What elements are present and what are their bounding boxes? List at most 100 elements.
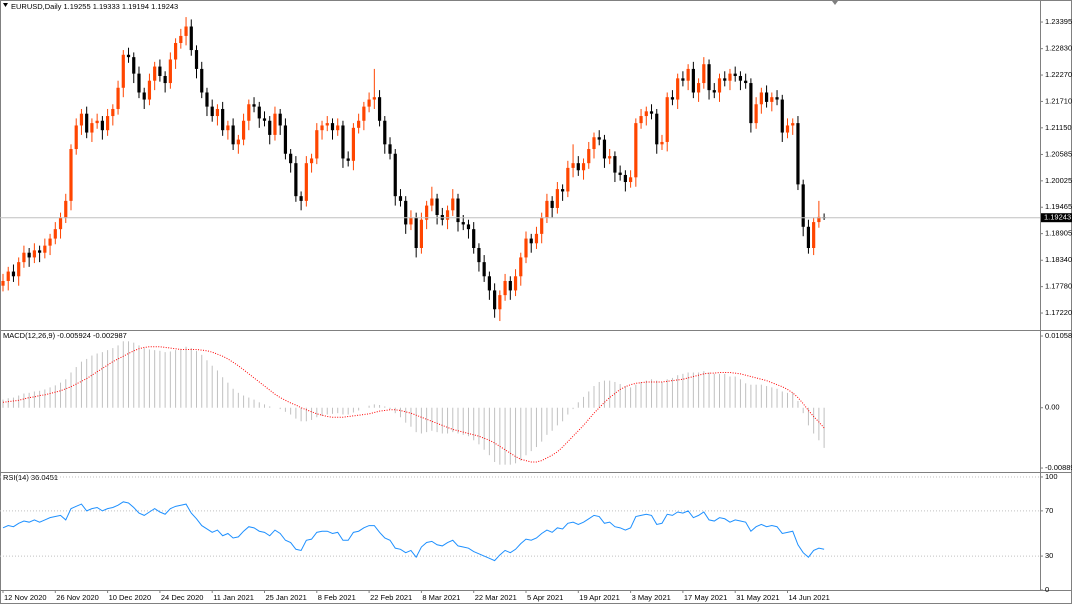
candle-body: [425, 205, 429, 220]
candle-body: [785, 125, 790, 133]
candle-body: [210, 106, 214, 117]
candle-body: [320, 125, 324, 131]
candle-body: [806, 226, 811, 248]
candle-body: [561, 189, 565, 192]
candle-body: [257, 106, 261, 119]
candle-body: [665, 97, 669, 142]
candle-body: [770, 97, 774, 102]
candle-body: [676, 78, 680, 100]
candle-body: [717, 78, 722, 93]
candle-body: [85, 113, 89, 133]
candle-body: [691, 68, 695, 93]
pane-title: MACD(12,26,9) -0.005924 -0.002987: [3, 331, 127, 340]
candle-body: [17, 262, 21, 277]
candle-body: [173, 43, 178, 60]
x-tick-label: 25 Jan 2021: [266, 593, 307, 602]
y-tick-label: 0.01058: [1045, 331, 1072, 340]
candle-body: [519, 257, 523, 277]
candle-body: [226, 125, 230, 131]
candle-body: [106, 116, 110, 131]
candle-body: [576, 163, 580, 171]
x-tick-label: 8 Mar 2021: [422, 593, 460, 602]
candle-body: [90, 123, 94, 133]
candle-body: [655, 113, 659, 145]
candle-body: [262, 118, 267, 121]
candle-body: [53, 229, 57, 239]
x-tick-label: 22 Feb 2021: [370, 593, 412, 602]
candle-body: [749, 83, 753, 124]
candle-body: [744, 80, 748, 84]
candle-body: [11, 271, 16, 277]
candle-body: [634, 123, 638, 178]
shift-marker: [832, 1, 838, 5]
candle-body: [780, 99, 784, 133]
current-price-label: 1.19243: [1044, 213, 1071, 222]
candle-body: [48, 238, 52, 246]
pane-title: EURUSD,Daily 1.19255 1.19333 1.19194 1.1…: [11, 2, 178, 11]
candle-body: [137, 73, 141, 93]
y-tick-label: 0.00: [1045, 403, 1060, 412]
candle-body: [74, 125, 78, 150]
candle-body: [153, 66, 157, 81]
candle-body: [404, 200, 408, 225]
candle-body: [252, 104, 256, 107]
candle-body: [764, 92, 769, 102]
candle-body: [587, 149, 591, 164]
candle-body: [540, 217, 544, 234]
candle-body: [477, 248, 481, 263]
candle-body: [639, 116, 643, 124]
candle-body: [775, 97, 779, 100]
candle-body: [22, 252, 26, 263]
y-tick-label: 1.21710: [1045, 96, 1072, 105]
x-tick-label: 26 Nov 2020: [56, 593, 99, 602]
signal-line: [2, 346, 825, 463]
y-tick-label: 70: [1045, 506, 1053, 515]
y-tick-label: 30: [1045, 551, 1053, 560]
candle-body: [670, 97, 675, 100]
candle-body: [184, 26, 188, 36]
candle-body: [372, 97, 376, 100]
y-tick-label: 1.19465: [1045, 202, 1072, 211]
x-tick-label: 22 Mar 2021: [475, 593, 517, 602]
candle-body: [550, 200, 554, 208]
candle-body: [58, 217, 63, 230]
candle-body: [482, 262, 486, 277]
candle-body: [754, 104, 758, 124]
candle-body: [712, 90, 716, 93]
candle-body: [623, 174, 627, 183]
x-tick-label: 31 May 2021: [736, 593, 779, 602]
y-tick-label: 1.20025: [1045, 176, 1072, 185]
candle-body: [592, 137, 596, 150]
candle-body: [330, 123, 335, 131]
candle-body: [503, 280, 507, 296]
candle-body: [304, 163, 308, 201]
candle-body: [268, 120, 272, 135]
y-tick-label: 1.17780: [1045, 282, 1072, 291]
candle-body: [38, 250, 42, 253]
candle-body: [649, 111, 654, 114]
x-tick-label: 10 Dec 2020: [109, 593, 152, 602]
x-tick-label: 5 Apr 2021: [527, 593, 563, 602]
x-tick-label: 8 Feb 2021: [318, 593, 356, 602]
x-tick-label: 12 Nov 2020: [4, 593, 47, 602]
candle-body: [388, 144, 392, 154]
candle-body: [383, 120, 387, 145]
candle-body: [629, 177, 633, 183]
candle-body: [513, 276, 518, 291]
candle-body: [812, 222, 816, 248]
candle-body: [121, 54, 125, 88]
candle-body: [466, 224, 471, 230]
x-tick-label: 24 Dec 2020: [161, 593, 204, 602]
y-tick-label: 1.17220: [1045, 308, 1072, 317]
y-tick-label: 1.22830: [1045, 44, 1072, 53]
candle-body: [158, 66, 162, 76]
candle-body: [493, 290, 497, 310]
candle-body: [696, 83, 701, 93]
y-tick-label: 1.21150: [1045, 123, 1072, 132]
candle-body: [597, 137, 601, 140]
candle-body: [116, 87, 120, 109]
candle-body: [64, 200, 68, 218]
candle-body: [419, 219, 423, 248]
